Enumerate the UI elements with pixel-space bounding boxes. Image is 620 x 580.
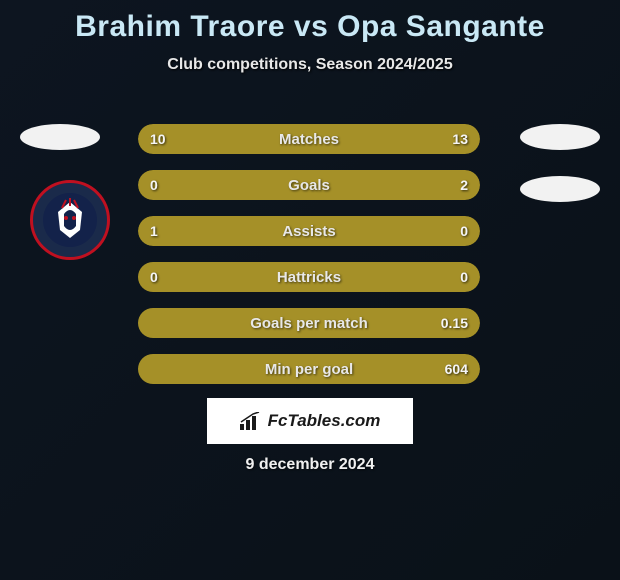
player1-name: Brahim Traore: [75, 10, 285, 43]
chart-icon: [240, 412, 262, 430]
branding-badge: FcTables.com: [207, 398, 413, 444]
stat-row: 0.15Goals per match: [138, 308, 480, 338]
datestamp: 9 december 2024: [0, 456, 620, 474]
stat-label: Goals per match: [138, 308, 480, 338]
stat-row: 10Assists: [138, 216, 480, 246]
subtitle: Club competitions, Season 2024/2025: [0, 56, 620, 74]
player2-club-placeholder: [520, 176, 600, 202]
stat-label: Hattricks: [138, 262, 480, 292]
player1-photo-placeholder: [20, 124, 100, 150]
player2-photo-placeholder: [520, 124, 600, 150]
stat-label: Matches: [138, 124, 480, 154]
stat-label: Min per goal: [138, 354, 480, 384]
stat-row: 1013Matches: [138, 124, 480, 154]
player1-club-crest: [30, 180, 110, 260]
vs-label: vs: [294, 10, 328, 43]
stat-row: 02Goals: [138, 170, 480, 200]
branding-text: FcTables.com: [268, 411, 381, 431]
stat-label: Goals: [138, 170, 480, 200]
comparison-title: Brahim Traore vs Opa Sangante: [0, 0, 620, 44]
caen-crest-icon: [42, 192, 98, 248]
stat-row: 604Min per goal: [138, 354, 480, 384]
stats-container: 1013Matches 02Goals 10Assists 00Hattricks 0.…: [138, 124, 480, 400]
player2-name: Opa Sangante: [337, 10, 545, 43]
stat-label: Assists: [138, 216, 480, 246]
stat-row: 00Hattricks: [138, 262, 480, 292]
